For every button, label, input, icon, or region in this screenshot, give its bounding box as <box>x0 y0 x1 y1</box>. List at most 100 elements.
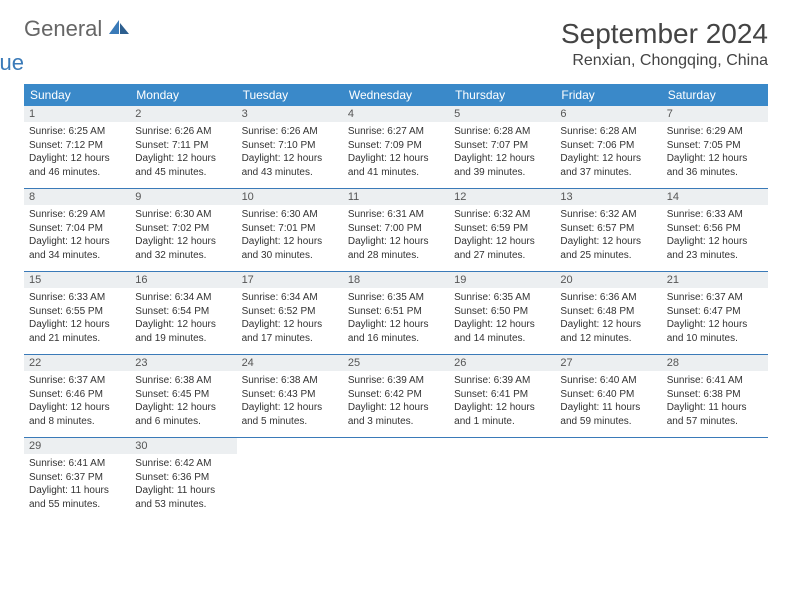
calendar-cell: 12Sunrise: 6:32 AMSunset: 6:59 PMDayligh… <box>449 189 555 271</box>
week-row: 29Sunrise: 6:41 AMSunset: 6:37 PMDayligh… <box>24 438 768 520</box>
day-number: 17 <box>237 272 343 288</box>
sunrise-line: Sunrise: 6:39 AM <box>454 374 550 388</box>
sunset-line: Sunset: 7:12 PM <box>29 139 125 153</box>
sunrise-line: Sunrise: 6:27 AM <box>348 125 444 139</box>
calendar-cell: 4Sunrise: 6:27 AMSunset: 7:09 PMDaylight… <box>343 106 449 188</box>
day-number: 20 <box>555 272 661 288</box>
location: Renxian, Chongqing, China <box>561 52 768 70</box>
sunrise-line: Sunrise: 6:28 AM <box>454 125 550 139</box>
sunset-line: Sunset: 7:04 PM <box>29 222 125 236</box>
calendar-cell: 17Sunrise: 6:34 AMSunset: 6:52 PMDayligh… <box>237 272 343 354</box>
sunrise-line: Sunrise: 6:37 AM <box>667 291 763 305</box>
sunset-line: Sunset: 6:36 PM <box>135 471 231 485</box>
sunset-line: Sunset: 7:07 PM <box>454 139 550 153</box>
sunrise-line: Sunrise: 6:39 AM <box>348 374 444 388</box>
cell-body: Sunrise: 6:35 AMSunset: 6:51 PMDaylight:… <box>343 288 449 350</box>
calendar-cell: 30Sunrise: 6:42 AMSunset: 6:36 PMDayligh… <box>130 438 236 520</box>
calendar-cell: 5Sunrise: 6:28 AMSunset: 7:07 PMDaylight… <box>449 106 555 188</box>
sunset-line: Sunset: 6:42 PM <box>348 388 444 402</box>
day-number: 19 <box>449 272 555 288</box>
cell-body: Sunrise: 6:31 AMSunset: 7:00 PMDaylight:… <box>343 205 449 267</box>
calendar-cell: 1Sunrise: 6:25 AMSunset: 7:12 PMDaylight… <box>24 106 130 188</box>
day-number: 26 <box>449 355 555 371</box>
daylight-line: Daylight: 12 hours and 34 minutes. <box>29 235 125 262</box>
sunset-line: Sunset: 6:41 PM <box>454 388 550 402</box>
sunrise-line: Sunrise: 6:36 AM <box>560 291 656 305</box>
sunrise-line: Sunrise: 6:30 AM <box>135 208 231 222</box>
calendar-cell: 10Sunrise: 6:30 AMSunset: 7:01 PMDayligh… <box>237 189 343 271</box>
calendar-cell: 16Sunrise: 6:34 AMSunset: 6:54 PMDayligh… <box>130 272 236 354</box>
sunrise-line: Sunrise: 6:33 AM <box>667 208 763 222</box>
sunset-line: Sunset: 6:47 PM <box>667 305 763 319</box>
cell-body: Sunrise: 6:26 AMSunset: 7:11 PMDaylight:… <box>130 122 236 184</box>
day-number: 25 <box>343 355 449 371</box>
cell-body: Sunrise: 6:30 AMSunset: 7:02 PMDaylight:… <box>130 205 236 267</box>
sunset-line: Sunset: 6:43 PM <box>242 388 338 402</box>
daylight-line: Daylight: 12 hours and 1 minute. <box>454 401 550 428</box>
daylight-line: Daylight: 12 hours and 45 minutes. <box>135 152 231 179</box>
daylight-line: Daylight: 12 hours and 27 minutes. <box>454 235 550 262</box>
day-number: 7 <box>662 106 768 122</box>
day-number: 4 <box>343 106 449 122</box>
day-number: 21 <box>662 272 768 288</box>
daylight-line: Daylight: 12 hours and 8 minutes. <box>29 401 125 428</box>
calendar-cell: 25Sunrise: 6:39 AMSunset: 6:42 PMDayligh… <box>343 355 449 437</box>
calendar-cell <box>449 438 555 520</box>
calendar-cell: 18Sunrise: 6:35 AMSunset: 6:51 PMDayligh… <box>343 272 449 354</box>
day-number: 2 <box>130 106 236 122</box>
week-row: 1 Sunrise: 6:25 AMSunset: 7:12 PM Daylight… <box>24 106 768 189</box>
cell-body: Sunrise: 6:36 AMSunset: 6:48 PMDaylight:… <box>555 288 661 350</box>
daylight-line: Daylight: 12 hours and 19 minutes. <box>135 318 231 345</box>
cell-body: Sunrise: 6:39 AMSunset: 6:42 PMDaylight:… <box>343 371 449 433</box>
calendar-cell: 28Sunrise: 6:41 AMSunset: 6:38 PMDayligh… <box>662 355 768 437</box>
sunrise-line: Sunrise: 6:38 AM <box>242 374 338 388</box>
cell-body: Sunrise: 6:27 AMSunset: 7:09 PMDaylight:… <box>343 122 449 184</box>
sunset-line: Sunset: 6:52 PM <box>242 305 338 319</box>
cell-body: Sunrise: 6:40 AMSunset: 6:40 PMDaylight:… <box>555 371 661 433</box>
calendar-cell: 3Sunrise: 6:26 AMSunset: 7:10 PMDaylight… <box>237 106 343 188</box>
daylight-line: Daylight: 12 hours and 32 minutes. <box>135 235 231 262</box>
calendar-cell: 20Sunrise: 6:36 AMSunset: 6:48 PMDayligh… <box>555 272 661 354</box>
cell-body: Sunrise: 6:38 AMSunset: 6:45 PMDaylight:… <box>130 371 236 433</box>
daylight-line: Daylight: 12 hours and 21 minutes. <box>29 318 125 345</box>
daylight-line: Daylight: 12 hours and 36 minutes. <box>667 152 763 179</box>
sunset-line: Sunset: 7:01 PM <box>242 222 338 236</box>
sunrise-line: Sunrise: 6:40 AM <box>560 374 656 388</box>
sunrise-line: Sunrise: 6:35 AM <box>454 291 550 305</box>
sunrise-line: Sunrise: 6:33 AM <box>29 291 125 305</box>
daylight-line: Daylight: 12 hours and 17 minutes. <box>242 318 338 345</box>
sunset-line: Sunset: 7:00 PM <box>348 222 444 236</box>
week-row: 8Sunrise: 6:29 AMSunset: 7:04 PMDaylight… <box>24 189 768 272</box>
day-number: 6 <box>555 106 661 122</box>
calendar-cell: 21Sunrise: 6:37 AMSunset: 6:47 PMDayligh… <box>662 272 768 354</box>
sunset-line: Sunset: 6:38 PM <box>667 388 763 402</box>
sunrise-line: Sunrise: 6:42 AM <box>135 457 231 471</box>
weeks-container: 1 Sunrise: 6:25 AMSunset: 7:12 PM Daylight… <box>24 106 768 520</box>
sunset-line: Sunset: 6:40 PM <box>560 388 656 402</box>
cell-body: Sunrise: 6:32 AMSunset: 6:59 PMDaylight:… <box>449 205 555 267</box>
daylight-line: Daylight: 12 hours and 6 minutes. <box>135 401 231 428</box>
day-number: 10 <box>237 189 343 205</box>
month-title: September 2024 <box>561 18 768 50</box>
sunrise-line: Sunrise: 6:32 AM <box>560 208 656 222</box>
sunrise-line: Sunrise: 6:29 AM <box>29 208 125 222</box>
sunset-line: Sunset: 6:59 PM <box>454 222 550 236</box>
calendar-cell: 8Sunrise: 6:29 AMSunset: 7:04 PMDaylight… <box>24 189 130 271</box>
sunset-line: Sunset: 7:02 PM <box>135 222 231 236</box>
daylight-line: Daylight: 12 hours and 43 minutes. <box>242 152 338 179</box>
header: General Blue September 2024 Renxian, Cho… <box>24 18 768 70</box>
daylight-line: Daylight: 12 hours and 28 minutes. <box>348 235 444 262</box>
sunrise-line: Sunrise: 6:32 AM <box>454 208 550 222</box>
daylight-line: Daylight: 12 hours and 39 minutes. <box>454 152 550 179</box>
logo: General Blue <box>24 18 131 60</box>
calendar-cell: 26 Sunrise: 6:39 AMSunset: 6:41 PMDayligh… <box>449 355 555 437</box>
daylight-line: Daylight: 11 hours and 59 minutes. <box>560 401 656 428</box>
day-number: 1 <box>24 106 130 122</box>
sunrise-line: Sunrise: 6:25 AM <box>29 125 125 139</box>
cell-body: Sunrise: 6:41 AMSunset: 6:38 PMDaylight:… <box>662 371 768 433</box>
daylight-line: Daylight: 12 hours and 12 minutes. <box>560 318 656 345</box>
cell-body: Sunrise: 6:42 AMSunset: 6:36 PMDaylight:… <box>130 454 236 516</box>
sunset-line: Sunset: 6:56 PM <box>667 222 763 236</box>
sunset-line: Sunset: 6:37 PM <box>29 471 125 485</box>
calendar-cell: 7Sunrise: 6:29 AMSunset: 7:05 PMDaylight… <box>662 106 768 188</box>
